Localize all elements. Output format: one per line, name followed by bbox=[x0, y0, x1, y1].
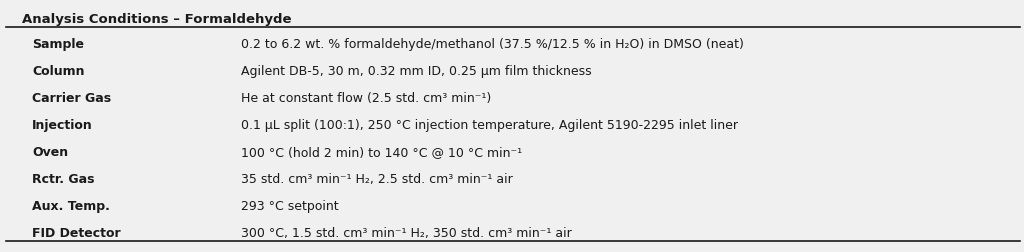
Text: 293 °C setpoint: 293 °C setpoint bbox=[242, 199, 339, 212]
Text: Sample: Sample bbox=[32, 38, 84, 50]
Text: Agilent DB-5, 30 m, 0.32 mm ID, 0.25 μm film thickness: Agilent DB-5, 30 m, 0.32 mm ID, 0.25 μm … bbox=[242, 65, 592, 77]
Text: 300 °C, 1.5 std. cm³ min⁻¹ H₂, 350 std. cm³ min⁻¹ air: 300 °C, 1.5 std. cm³ min⁻¹ H₂, 350 std. … bbox=[242, 226, 572, 239]
Text: 0.2 to 6.2 wt. % formaldehyde/methanol (37.5 %/12.5 % in H₂O) in DMSO (neat): 0.2 to 6.2 wt. % formaldehyde/methanol (… bbox=[242, 38, 744, 50]
Text: 100 °C (hold 2 min) to 140 °C @ 10 °C min⁻¹: 100 °C (hold 2 min) to 140 °C @ 10 °C mi… bbox=[242, 145, 522, 158]
Text: He at constant flow (2.5 std. cm³ min⁻¹): He at constant flow (2.5 std. cm³ min⁻¹) bbox=[242, 91, 492, 104]
Text: FID Detector: FID Detector bbox=[32, 226, 121, 239]
Text: 0.1 μL split (100:1), 250 °C injection temperature, Agilent 5190-2295 inlet line: 0.1 μL split (100:1), 250 °C injection t… bbox=[242, 118, 738, 131]
Text: Injection: Injection bbox=[32, 118, 93, 131]
Text: 35 std. cm³ min⁻¹ H₂, 2.5 std. cm³ min⁻¹ air: 35 std. cm³ min⁻¹ H₂, 2.5 std. cm³ min⁻¹… bbox=[242, 172, 513, 185]
Text: Rctr. Gas: Rctr. Gas bbox=[32, 172, 94, 185]
Text: Oven: Oven bbox=[32, 145, 69, 158]
Text: Aux. Temp.: Aux. Temp. bbox=[32, 199, 110, 212]
Text: Analysis Conditions – Formaldehyde: Analysis Conditions – Formaldehyde bbox=[22, 13, 291, 25]
Text: Carrier Gas: Carrier Gas bbox=[32, 91, 112, 104]
Text: Column: Column bbox=[32, 65, 85, 77]
